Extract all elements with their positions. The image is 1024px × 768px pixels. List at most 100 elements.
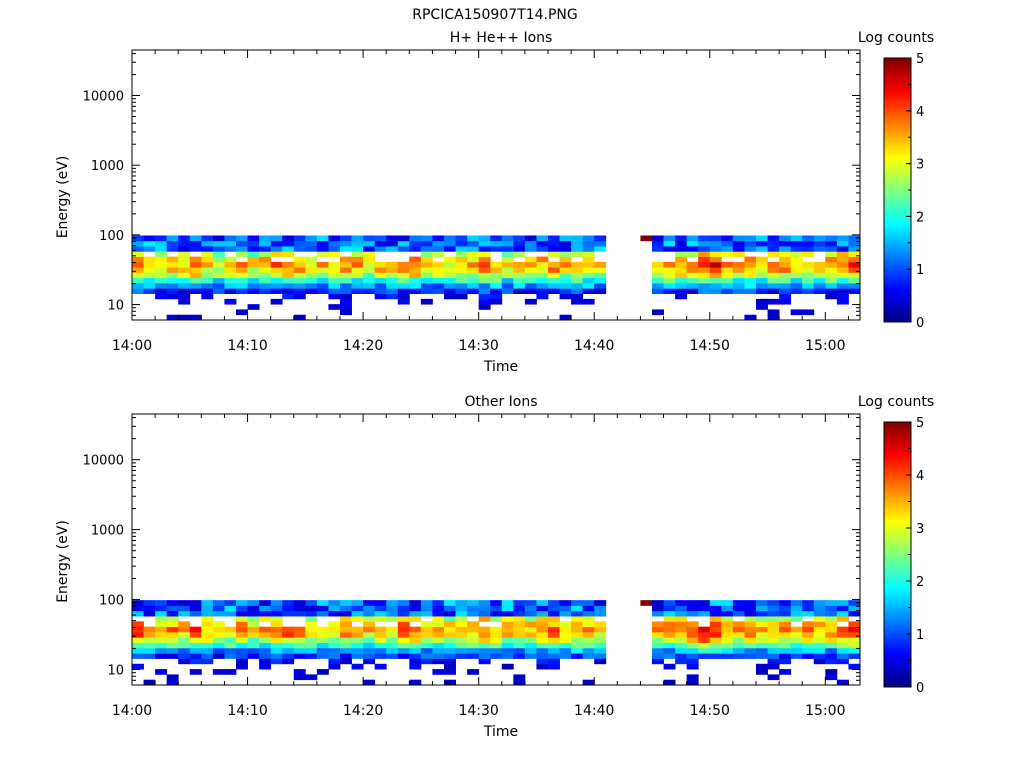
heatmap-cell xyxy=(132,621,144,628)
heatmap-cell xyxy=(536,605,549,612)
colorbar-step xyxy=(884,289,911,292)
heatmap-cell xyxy=(351,251,364,258)
heatmap-cell xyxy=(409,235,422,242)
heatmap-cell xyxy=(432,261,445,268)
heatmap-cell xyxy=(363,267,376,273)
heatmap-cell xyxy=(305,240,318,247)
heatmap-cell xyxy=(848,235,861,242)
colorbar-step xyxy=(884,603,911,606)
colorbar-step xyxy=(884,492,911,496)
x-tick-label: 14:50 xyxy=(690,703,730,719)
heatmap-cell xyxy=(363,605,376,612)
heatmap-cell xyxy=(582,600,595,606)
heatmap-cell xyxy=(259,653,272,659)
heatmap-cell xyxy=(455,605,468,612)
heatmap-cell xyxy=(397,235,410,242)
colorbar-step xyxy=(884,256,911,259)
heatmap-cell xyxy=(420,637,433,643)
heatmap-cell xyxy=(709,256,722,263)
heatmap-cell xyxy=(767,616,780,622)
heatmap-cell xyxy=(536,272,549,279)
heatmap-cell xyxy=(501,637,514,643)
heatmap-cell xyxy=(293,610,306,617)
heatmap-cell xyxy=(848,267,861,273)
heatmap-cell xyxy=(686,261,699,268)
heatmap-cell xyxy=(455,631,468,638)
heatmap-cell xyxy=(571,267,584,273)
heatmap-cell xyxy=(686,272,699,279)
heatmap-cell xyxy=(444,240,456,247)
y-tick-label: 100 xyxy=(99,229,124,244)
heatmap-cell xyxy=(444,631,456,638)
heatmap-cell xyxy=(501,626,514,633)
heatmap-cell xyxy=(178,610,191,617)
heatmap-cell xyxy=(132,235,144,242)
heatmap-cell xyxy=(351,626,364,633)
heatmap-cell xyxy=(155,267,168,273)
colorbar-step xyxy=(884,258,911,261)
heatmap-cell xyxy=(836,600,849,606)
heatmap-cell xyxy=(767,621,780,628)
heatmap-cell xyxy=(340,261,352,268)
heatmap-cell xyxy=(432,288,445,294)
heatmap-cell xyxy=(166,246,179,252)
heatmap-cell xyxy=(559,605,572,612)
heatmap-cell xyxy=(316,277,329,284)
heatmap-cell xyxy=(490,272,503,279)
heatmap-cell xyxy=(409,653,422,659)
heatmap-cell xyxy=(559,293,572,300)
heatmap-cell xyxy=(432,647,445,654)
heatmap-cell xyxy=(236,642,248,649)
heatmap-cell xyxy=(756,304,768,310)
heatmap-cell xyxy=(340,298,352,305)
colorbar-tick-label: 1 xyxy=(916,263,924,278)
heatmap-cell xyxy=(132,267,144,273)
heatmap-cell xyxy=(744,256,757,263)
heatmap-cell xyxy=(397,272,410,279)
heatmap-cell xyxy=(652,653,664,659)
heatmap-cell xyxy=(836,679,849,686)
heatmap-cell xyxy=(756,288,768,294)
heatmap-cell xyxy=(444,653,456,659)
colorbar-step xyxy=(884,225,911,228)
heatmap-cell xyxy=(374,647,387,654)
heatmap-cell xyxy=(397,277,410,284)
heatmap-cell xyxy=(467,610,480,617)
heatmap-cell xyxy=(559,261,572,268)
heatmap-cell xyxy=(744,631,757,638)
heatmap-cell xyxy=(282,251,295,258)
heatmap-cell xyxy=(293,240,306,247)
heatmap-cell xyxy=(374,277,387,284)
heatmap-cell xyxy=(524,626,537,633)
heatmap-cell xyxy=(548,283,560,289)
heatmap-cell xyxy=(478,605,491,612)
heatmap-cell xyxy=(467,626,480,633)
heatmap-cell xyxy=(189,235,202,242)
heatmap-cell xyxy=(686,658,699,665)
colorbar-step xyxy=(884,91,911,94)
plot-frame xyxy=(131,49,861,321)
heatmap-cell xyxy=(432,610,445,617)
heatmap-cell xyxy=(132,246,144,252)
heatmap-cell xyxy=(813,283,826,289)
heatmap-cell xyxy=(374,663,387,670)
heatmap-cell xyxy=(813,631,826,638)
heatmap-cell xyxy=(536,240,549,247)
heatmap-cell xyxy=(155,256,168,263)
heatmap-cell xyxy=(374,637,387,643)
heatmap-cell xyxy=(779,235,792,242)
heatmap-cell xyxy=(813,626,826,633)
heatmap-cell xyxy=(582,272,595,279)
heatmap-cell xyxy=(825,653,838,659)
colorbar-step xyxy=(884,152,911,156)
heatmap-cell xyxy=(802,605,815,612)
colorbar-step xyxy=(884,137,911,140)
heatmap-cell xyxy=(744,314,757,321)
heatmap-cell xyxy=(802,642,815,649)
colorbar-step xyxy=(884,132,911,136)
heatmap-cell xyxy=(340,277,352,284)
heatmap-cell xyxy=(790,277,803,284)
heatmap-cell xyxy=(178,621,191,628)
heatmap-cell xyxy=(270,658,283,665)
heatmap-cell xyxy=(825,669,838,675)
